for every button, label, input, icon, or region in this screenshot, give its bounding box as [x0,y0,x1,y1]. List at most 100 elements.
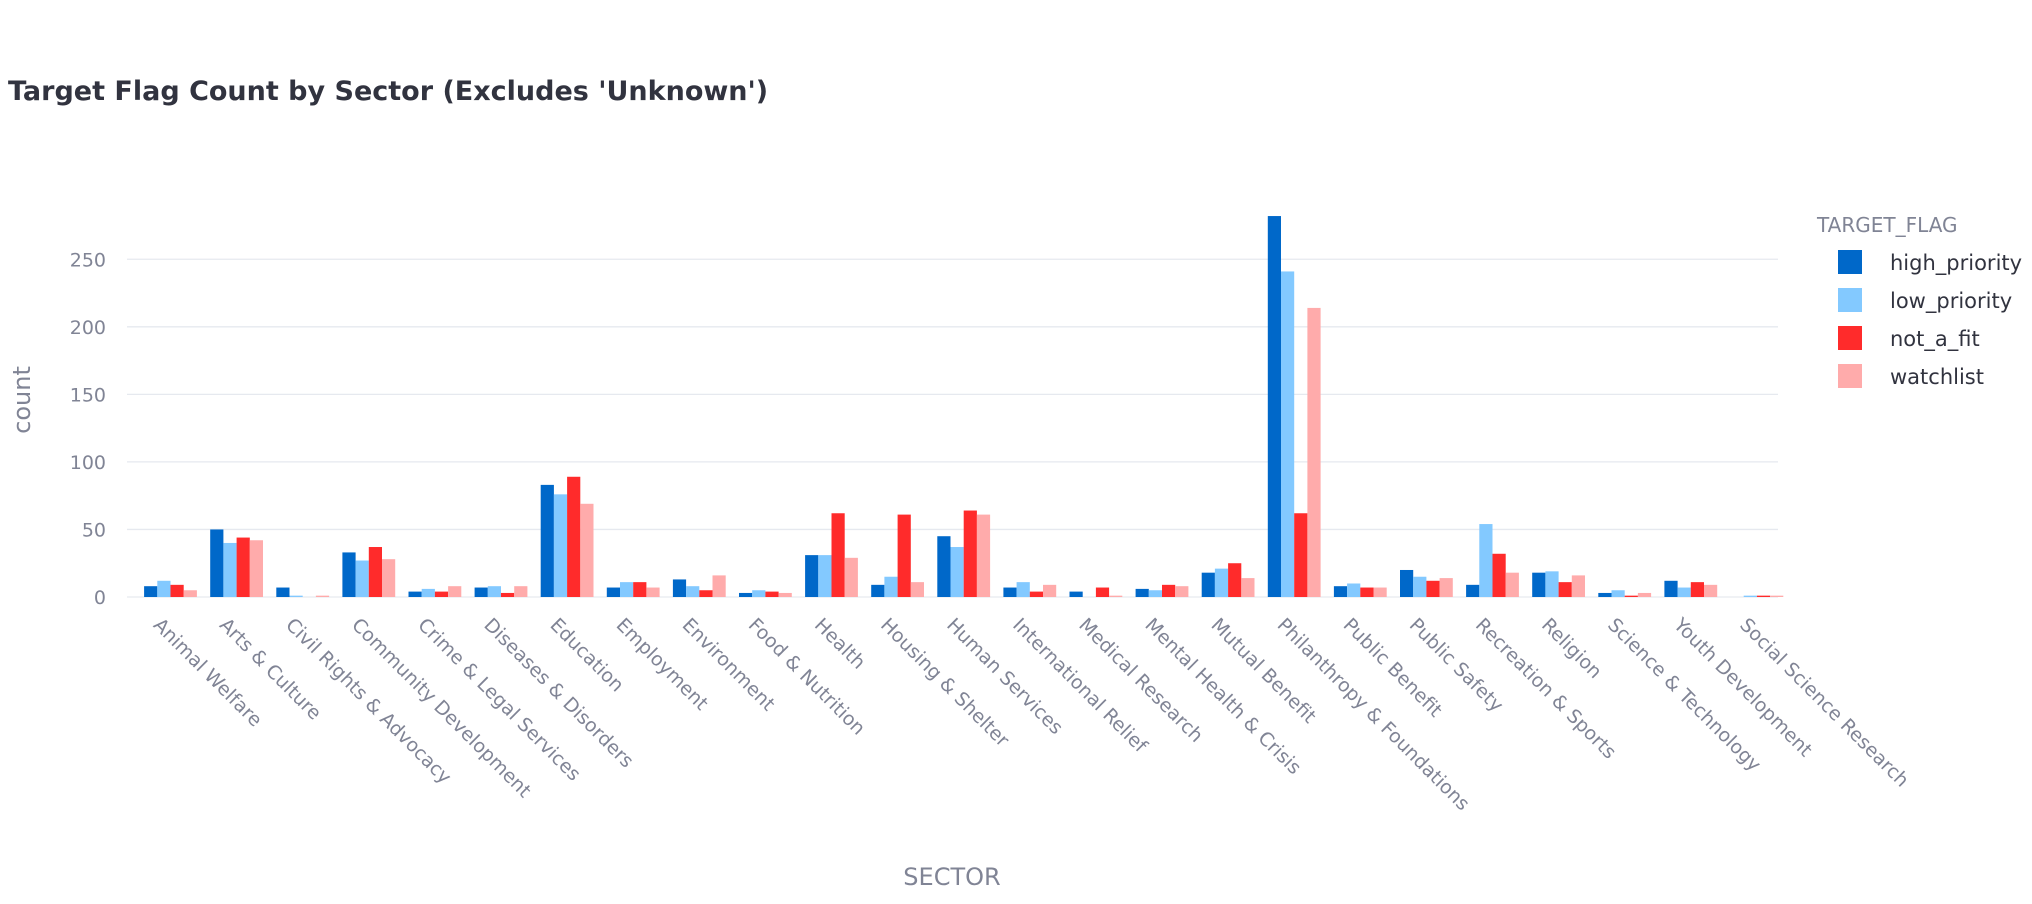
bar-high_priority[interactable] [144,586,158,597]
bar-low_priority[interactable] [223,542,237,597]
legend-item-not_a_fit[interactable]: not_a_fit [1838,326,1980,352]
bar-watchlist[interactable] [844,557,858,597]
bar-not_a_fit[interactable] [765,591,779,597]
bar-watchlist[interactable] [580,503,594,597]
bar-low_priority[interactable] [487,586,501,597]
bar-watchlist[interactable] [1241,578,1255,597]
bar-high_priority[interactable] [606,587,620,597]
bar-not_a_fit[interactable] [699,590,713,597]
bar-high_priority[interactable] [408,591,422,597]
bar-low_priority[interactable] [1545,571,1559,597]
bar-low_priority[interactable] [553,494,568,597]
bar-not_a_fit[interactable] [1360,587,1374,597]
bar-high_priority[interactable] [210,529,224,597]
bar-watchlist[interactable] [1307,307,1321,597]
bar-low_priority[interactable] [1677,587,1691,597]
bar-low_priority[interactable] [620,582,634,597]
bar-low_priority[interactable] [289,595,303,597]
bar-watchlist[interactable] [976,514,991,597]
bar-watchlist[interactable] [382,559,396,597]
bar-not_a_fit[interactable] [567,476,581,597]
bar-watchlist[interactable] [315,595,330,597]
bar-watchlist[interactable] [183,590,197,597]
bar-not_a_fit[interactable] [897,514,911,597]
bar-high_priority[interactable] [937,536,951,597]
bar-not_a_fit[interactable] [170,584,184,597]
bar-high_priority[interactable] [1466,584,1480,597]
bar-not_a_fit[interactable] [1624,595,1638,597]
bar-low_priority[interactable] [421,588,435,597]
bar-high_priority[interactable] [474,587,488,597]
bar-not_a_fit[interactable] [1756,595,1771,597]
bar-not_a_fit[interactable] [236,537,250,597]
bar-watchlist[interactable] [1505,572,1519,597]
bar-not_a_fit[interactable] [1294,513,1308,597]
bar-not_a_fit[interactable] [1558,582,1572,597]
bar-watchlist[interactable] [1043,584,1057,597]
bar-watchlist[interactable] [1373,587,1387,597]
bar-high_priority[interactable] [1598,592,1612,597]
bar-high_priority[interactable] [1201,572,1215,597]
bar-low_priority[interactable] [1016,582,1030,597]
bar-low_priority[interactable] [1413,576,1427,597]
bar-low_priority[interactable] [1743,595,1757,597]
bar-watchlist[interactable] [1175,586,1189,597]
bar-watchlist[interactable] [1704,584,1718,597]
bar-high_priority[interactable] [1267,216,1281,598]
bar-watchlist[interactable] [1109,595,1123,597]
bar-high_priority[interactable] [1333,586,1348,597]
bar-high_priority[interactable] [1003,587,1017,597]
bar-high_priority[interactable] [805,555,819,597]
bar-not_a_fit[interactable] [1095,587,1110,597]
bar-not_a_fit[interactable] [1162,584,1176,597]
bar-not_a_fit[interactable] [1690,582,1704,597]
bar-watchlist[interactable] [514,586,528,597]
bar-not_a_fit[interactable] [501,592,515,597]
bar-low_priority[interactable] [818,555,832,597]
legend-item-high_priority[interactable]: high_priority [1838,250,2022,276]
bar-low_priority[interactable] [1148,590,1162,597]
bar-not_a_fit[interactable] [633,582,647,597]
bar-not_a_fit[interactable] [1426,580,1440,597]
bar-watchlist[interactable] [1571,575,1585,597]
bar-high_priority[interactable] [1400,569,1414,597]
bar-low_priority[interactable] [1479,524,1493,597]
bar-low_priority[interactable] [950,547,964,597]
legend-item-low_priority[interactable]: low_priority [1838,288,2012,314]
bar-high_priority[interactable] [871,584,885,597]
bar-low_priority[interactable] [752,590,766,597]
bar-watchlist[interactable] [910,582,924,597]
bar-low_priority[interactable] [1611,590,1625,597]
bar-not_a_fit[interactable] [1029,591,1043,597]
bar-low_priority[interactable] [884,576,898,597]
bar-low_priority[interactable] [1214,568,1229,597]
bar-high_priority[interactable] [342,552,356,597]
bar-high_priority[interactable] [540,484,554,597]
bar-high_priority[interactable] [1532,572,1546,597]
bar-high_priority[interactable] [739,592,753,597]
bar-high_priority[interactable] [1664,580,1678,597]
bar-low_priority[interactable] [1347,583,1361,597]
bar-watchlist[interactable] [1439,578,1453,597]
bar-not_a_fit[interactable] [1228,563,1242,597]
bar-not_a_fit[interactable] [1492,553,1506,597]
bar-high_priority[interactable] [1135,588,1149,597]
bar-high_priority[interactable] [672,579,687,597]
bar-low_priority[interactable] [686,586,700,597]
bar-watchlist[interactable] [249,540,263,597]
bar-low_priority[interactable] [355,560,369,597]
bar-not_a_fit[interactable] [434,591,449,597]
legend-item-watchlist[interactable]: watchlist [1838,364,1984,389]
bar-not_a_fit[interactable] [368,547,382,597]
bar-watchlist[interactable] [1637,592,1652,597]
bar-low_priority[interactable] [157,580,171,597]
bar-watchlist[interactable] [448,586,462,597]
bar-watchlist[interactable] [712,575,726,597]
bar-watchlist[interactable] [1770,595,1784,597]
bar-high_priority[interactable] [1069,591,1083,597]
bar-watchlist[interactable] [646,587,660,597]
bar-not_a_fit[interactable] [831,513,845,597]
bar-not_a_fit[interactable] [963,510,977,597]
bar-low_priority[interactable] [1281,271,1295,597]
bar-watchlist[interactable] [778,592,792,597]
